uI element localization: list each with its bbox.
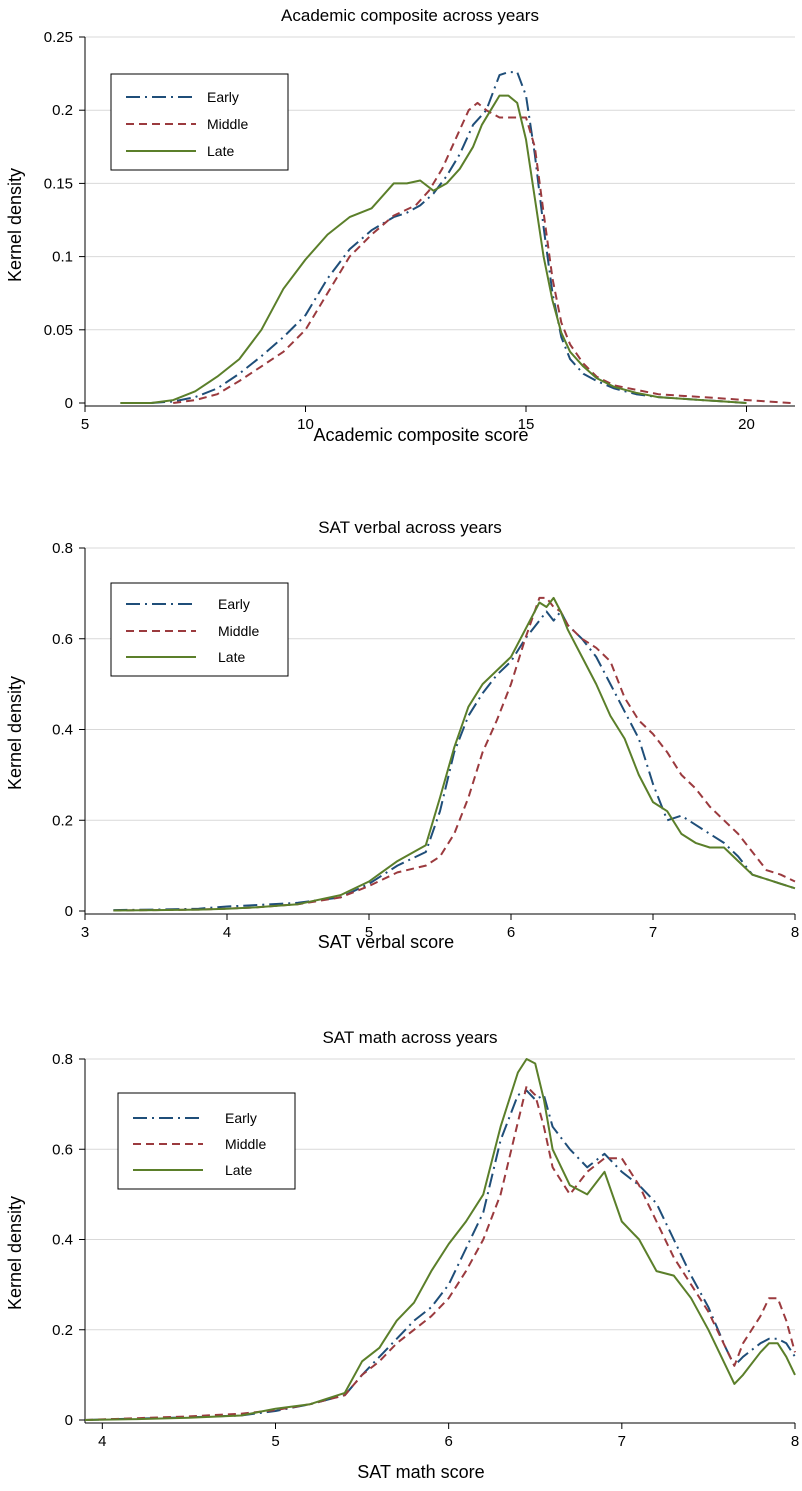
x-tick-label: 5 — [81, 416, 89, 433]
legend: Early Middle Late — [117, 1092, 296, 1190]
x-tick-label: 7 — [618, 1433, 626, 1450]
legend-label-middle: Middle — [225, 1136, 266, 1152]
series-line-early — [113, 610, 796, 912]
legend-label-early: Early — [225, 1110, 257, 1126]
axis-ticks: 0 0.2 0.4 0.6 0.8 4 5 6 7 8 — [52, 1051, 799, 1450]
chart-panel-2: SAT verbal across years Kernel density S… — [5, 518, 799, 952]
series-lines — [113, 596, 796, 912]
x-tick-label: 8 — [791, 1433, 799, 1450]
x-tick-label: 20 — [738, 416, 755, 433]
x-axis-label: SAT math score — [357, 1462, 484, 1482]
legend-label-late: Late — [218, 649, 245, 665]
x-tick-label: 5 — [365, 924, 373, 941]
x-tick-label: 3 — [81, 924, 89, 941]
legend-label-early: Early — [207, 89, 239, 105]
y-tick-label: 0.4 — [52, 722, 73, 739]
y-tick-label: 0 — [65, 903, 73, 920]
series-line-late — [113, 596, 796, 912]
chart-title: SAT verbal across years — [318, 518, 502, 537]
chart-panel-3: SAT math across years Kernel density SAT… — [5, 1028, 799, 1482]
x-tick-label: 5 — [271, 1433, 279, 1450]
x-axis-label: Academic composite score — [313, 425, 528, 445]
y-tick-label: 0.8 — [52, 1051, 73, 1068]
y-tick-label: 0.2 — [52, 812, 73, 829]
x-tick-label: 8 — [791, 924, 799, 941]
chart-title: SAT math across years — [322, 1028, 497, 1047]
y-axis-label: Kernel density — [5, 1196, 25, 1310]
series-line-early — [151, 71, 747, 404]
series-lines — [120, 71, 791, 404]
legend-label-late: Late — [207, 143, 234, 159]
legend-box — [117, 1092, 296, 1190]
y-tick-label: 0.8 — [52, 540, 73, 557]
x-tick-label: 6 — [507, 924, 515, 941]
y-tick-label: 0.2 — [52, 102, 73, 119]
x-tick-label: 15 — [518, 416, 535, 433]
axis-ticks: 0 0.2 0.4 0.6 0.8 3 4 5 6 7 8 — [52, 540, 799, 941]
y-tick-label: 0.15 — [44, 175, 73, 192]
y-tick-label: 0.6 — [52, 631, 73, 648]
y-tick-label: 0.6 — [52, 1141, 73, 1158]
y-tick-label: 0.2 — [52, 1322, 73, 1339]
y-tick-label: 0 — [65, 1412, 73, 1429]
y-tick-label: 0.4 — [52, 1232, 73, 1249]
x-tick-label: 4 — [98, 1433, 106, 1450]
x-axis-label: SAT verbal score — [318, 932, 454, 952]
chart-title: Academic composite across years — [281, 6, 539, 25]
legend-label-late: Late — [225, 1162, 252, 1178]
y-axis-label: Kernel density — [5, 676, 25, 790]
x-tick-label: 6 — [444, 1433, 452, 1450]
series-line-late — [120, 94, 747, 404]
legend-label-middle: Middle — [207, 116, 248, 132]
y-tick-label: 0.05 — [44, 322, 73, 339]
y-tick-label: 0 — [65, 395, 73, 412]
axis-ticks: 0 0.05 0.1 0.15 0.2 0.25 5 10 15 20 — [44, 29, 795, 433]
chart-panel-1: Academic composite across years Kernel d… — [5, 6, 795, 445]
series-lines — [84, 1058, 796, 1421]
legend-box — [110, 582, 289, 677]
series-line-late — [84, 1058, 796, 1421]
legend: Early Middle Late — [110, 73, 289, 171]
y-tick-label: 0.1 — [52, 249, 73, 266]
legend-box — [110, 73, 289, 171]
y-tick-label: 0.25 — [44, 29, 73, 46]
x-tick-label: 10 — [297, 416, 314, 433]
y-axis-label: Kernel density — [5, 168, 25, 282]
legend-label-middle: Middle — [218, 623, 259, 639]
legend: Early Middle Late — [110, 582, 289, 677]
series-line-middle — [173, 101, 791, 404]
x-tick-label: 7 — [649, 924, 657, 941]
series-line-middle — [84, 1085, 796, 1421]
x-tick-label: 4 — [223, 924, 231, 941]
legend-label-early: Early — [218, 596, 250, 612]
